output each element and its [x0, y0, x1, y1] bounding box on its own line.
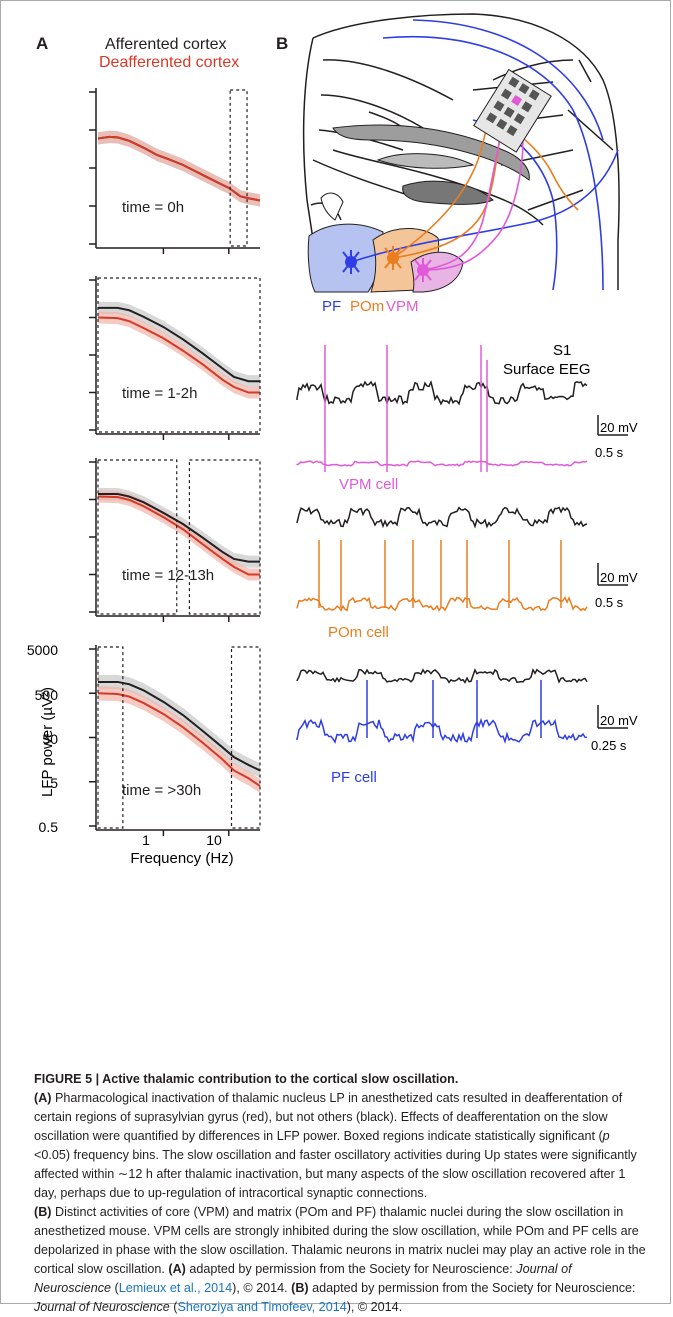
ytick-label: 50: [42, 731, 58, 747]
permission-b: adapted by permission from the Society f…: [308, 1281, 636, 1295]
corpus-callosum: [332, 124, 530, 181]
panel-b-letter: B: [276, 34, 289, 53]
panel-a-lfp-plots: time = 0h time = 1-2h time = 12-13h time = …: [27, 88, 261, 867]
pf-trace: [296, 717, 588, 744]
scale-time: 0.25 s: [591, 738, 627, 753]
caption-text-b: Distinct activities of core (VPM) and ma…: [34, 1205, 646, 1276]
scale-voltage: 20 mV: [600, 713, 638, 728]
cite-paren: ), © 2014.: [346, 1300, 403, 1314]
legend-deafferented: Deafferented cortex: [99, 54, 240, 71]
xlabel: Frequency (Hz): [130, 850, 233, 867]
ytick-label: 5: [50, 775, 58, 791]
afferented-series: [98, 680, 261, 772]
pf-projection: [350, 149, 619, 263]
region-label: S1: [553, 342, 571, 359]
lfp-plot: time = 0h: [89, 88, 261, 254]
significance-box: [188, 459, 261, 615]
scale-time: 0.5 s: [595, 445, 624, 460]
eeg-trace: [296, 506, 588, 529]
vpm-projection: [422, 139, 524, 271]
deafferented-band: [98, 686, 260, 794]
lfp-plot: time = 12-13h: [89, 458, 261, 622]
deafferented-band: [98, 130, 260, 207]
significance-box: [97, 646, 124, 829]
ytick-label: 0.5: [39, 819, 59, 835]
scale-time: 0.5 s: [595, 595, 624, 610]
xtick-label: 1: [142, 832, 150, 848]
lfp-plot: time = 1-2h: [89, 276, 261, 440]
time-label: time = 1-2h: [122, 385, 197, 402]
caption-ref-b: (B): [34, 1205, 52, 1219]
significance-box: [97, 277, 261, 433]
cite-paren: (: [169, 1300, 178, 1314]
legend-afferented: Afferented cortex: [105, 36, 227, 53]
small-structure: [320, 192, 344, 221]
deafferented-series: [97, 692, 261, 787]
deafferented-series: [97, 495, 260, 576]
panel-a-letter: A: [36, 34, 49, 53]
cell-label-pom: POm cell: [328, 624, 389, 641]
citation-link-sheroziya[interactable]: Sheroziya and Timofeev, 2014: [177, 1300, 347, 1314]
vpm-neuron-icon: [414, 258, 432, 282]
pf-cortex-layer: [412, 19, 604, 141]
deafferented-series: [97, 135, 261, 202]
pf-cortex-layer: [382, 35, 604, 291]
eeg-trace: [296, 379, 588, 406]
scale-voltage: 20 mV: [600, 420, 638, 435]
time-label: time = 12-13h: [122, 567, 214, 584]
cite-paren: ), © 2014.: [232, 1281, 288, 1295]
caption-title: FIGURE 5 | Active thalamic contribution …: [34, 1072, 459, 1086]
time-label: time = >30h: [122, 782, 201, 799]
vpm-trace: [296, 460, 588, 467]
hippocampus: [402, 180, 494, 205]
cell-label-pf: PF cell: [331, 769, 377, 786]
nucleus-label-pf: PF: [322, 298, 341, 315]
permission-a: adapted by permission from the Society f…: [185, 1262, 517, 1276]
xtick-label: 10: [206, 832, 222, 848]
panel-b: PF POm VPM S1 Surface EEG 20 mV 0.5 s VP…: [296, 13, 638, 786]
ytick-label: 500: [35, 687, 59, 703]
significance-box: [229, 89, 248, 247]
deafferented-series: [97, 316, 260, 394]
pf-region: [307, 223, 384, 293]
pom-neuron-icon: [384, 246, 402, 270]
eeg-trace: [296, 667, 588, 684]
caption-p-symbol: p: [602, 1129, 610, 1143]
caption-ref-a2: (A): [168, 1262, 186, 1276]
journal-name-b: Journal of Neuroscience: [34, 1300, 170, 1314]
ylabel: LFP power (µV²): [39, 687, 56, 797]
caption-ref-b2: (B): [291, 1281, 309, 1295]
lfp-plot: time = >30h: [89, 645, 261, 836]
ventricle: [376, 153, 475, 169]
cite-paren: (: [111, 1281, 119, 1295]
eeg-label: Surface EEG: [503, 361, 591, 378]
caption-text-a2: <0.05) frequency bins. The slow oscillat…: [34, 1148, 637, 1200]
figure-caption: FIGURE 5 | Active thalamic contribution …: [34, 1070, 646, 1317]
ytick-label: 5000: [27, 642, 58, 658]
time-label: time = 0h: [122, 199, 184, 216]
deafferented-band: [98, 490, 260, 581]
nucleus-label-vpm: VPM: [386, 298, 419, 315]
caption-ref-a: (A): [34, 1091, 52, 1105]
pf-neuron-icon: [342, 250, 360, 274]
electrode-array: [473, 68, 552, 153]
afferented-series: [98, 493, 260, 563]
significance-box: [97, 459, 178, 615]
significance-box: [230, 646, 261, 829]
afferented-series: [98, 306, 260, 383]
journal-name-a: Journal of Neuroscience: [34, 1262, 572, 1295]
nucleus-label-pom: POm: [350, 298, 384, 315]
caption-text-a: Pharmacological inactivation of thalamic…: [34, 1091, 623, 1143]
cell-label-vpm: VPM cell: [339, 476, 398, 493]
scale-voltage: 20 mV: [600, 570, 638, 585]
citation-link-lemieux[interactable]: Lemieux et al., 2014: [118, 1281, 233, 1295]
